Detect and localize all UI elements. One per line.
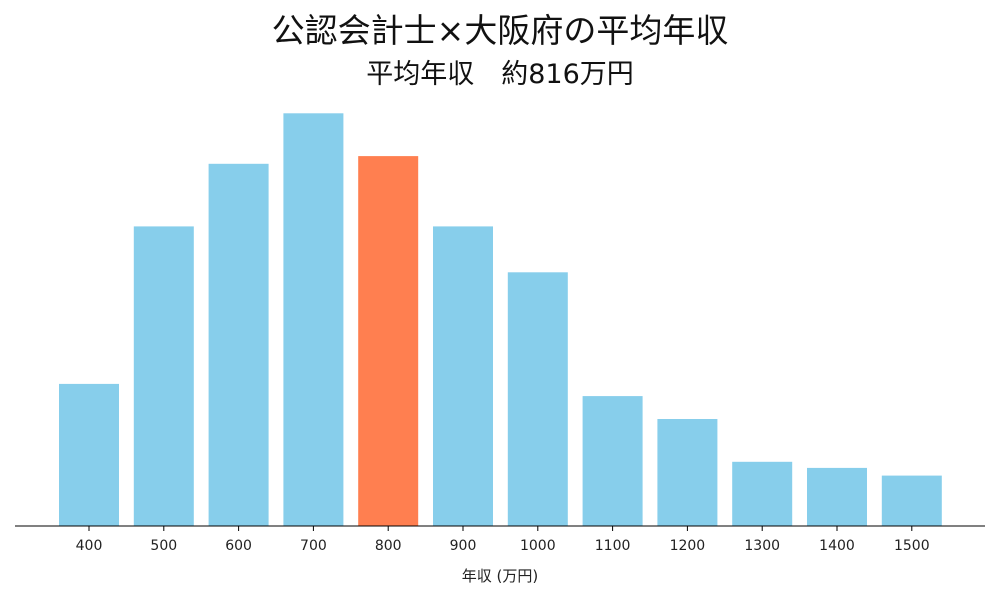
x-tick-label-1300: 1300 xyxy=(744,538,780,554)
bar-series xyxy=(59,113,942,527)
bar-900 xyxy=(433,226,493,526)
bar-700 xyxy=(283,113,344,527)
bar-1300 xyxy=(732,461,793,526)
x-tick-label-400: 400 xyxy=(76,538,103,554)
x-tick-label-1400: 1400 xyxy=(819,538,855,554)
x-tick-label-1200: 1200 xyxy=(670,538,706,554)
bar-1000 xyxy=(507,272,568,526)
bar-1100 xyxy=(582,396,643,526)
bar-800 xyxy=(358,156,419,526)
chart-subtitle: 平均年収 約816万円 xyxy=(366,59,634,90)
x-tick-label-600: 600 xyxy=(225,538,252,554)
bar-600 xyxy=(208,163,269,527)
x-axis-ticks: 400 500 600 700 800 900 1000 1100 1200 1300 1400 15… xyxy=(76,526,930,554)
x-tick-label-1100: 1100 xyxy=(595,538,631,554)
x-tick-label-1500: 1500 xyxy=(894,538,930,554)
chart-title: 公認会計士×大阪府の平均年収 xyxy=(272,11,729,50)
x-tick-label-900: 900 xyxy=(450,538,477,554)
bar-1400 xyxy=(807,467,867,526)
bar-1200 xyxy=(657,419,718,526)
x-tick-label-800: 800 xyxy=(375,538,402,554)
x-tick-label-700: 700 xyxy=(300,538,327,554)
bar-400 xyxy=(59,383,119,526)
x-tick-label-1000: 1000 xyxy=(520,538,556,554)
x-tick-label-500: 500 xyxy=(150,538,177,554)
bar-500 xyxy=(133,226,194,526)
bar-1500 xyxy=(881,475,942,526)
x-axis-label: 年収 (万円) xyxy=(462,567,538,585)
